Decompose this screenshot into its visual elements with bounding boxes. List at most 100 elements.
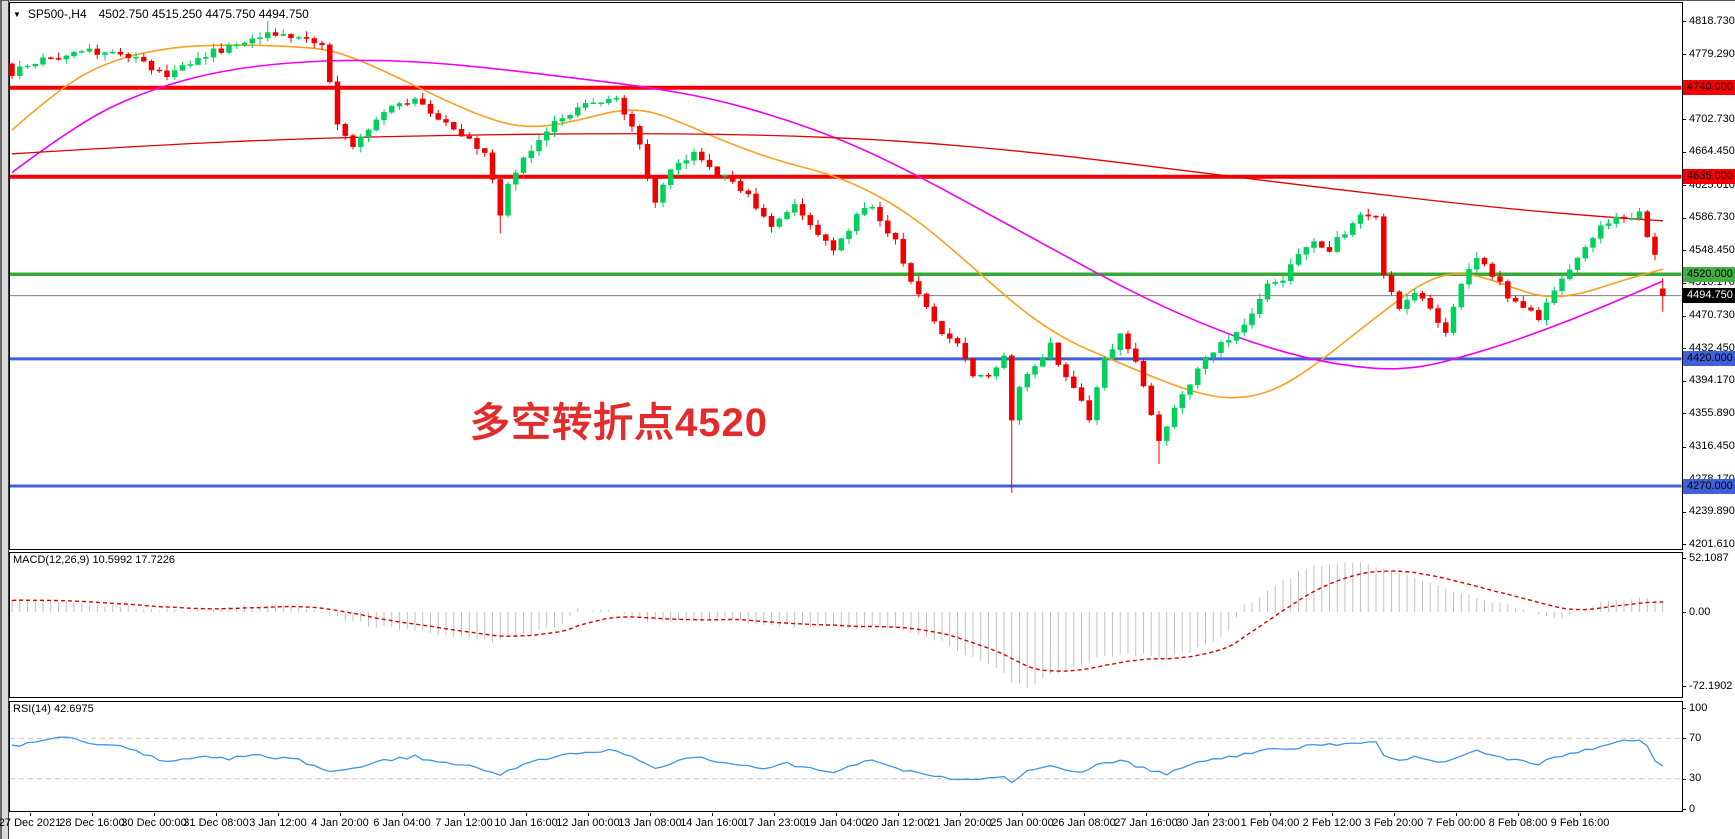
- main-chart-svg[interactable]: [9, 2, 1683, 550]
- time-tick-mark: [154, 813, 155, 816]
- time-tick-label: 4 Jan 20:00: [311, 817, 369, 829]
- time-tick-mark: [402, 813, 403, 816]
- rsi-tick-mark: [1683, 738, 1686, 739]
- price-tick-label: 4239.890: [1689, 505, 1735, 517]
- time-tick-mark: [464, 813, 465, 816]
- time-tick-mark: [774, 813, 775, 816]
- rsi-indicator-label: RSI(14) 42.6975: [13, 703, 94, 715]
- price-tick-label: 4355.890: [1689, 407, 1735, 419]
- price-tick-mark: [1683, 119, 1686, 120]
- macd-tick-label: 52.1087: [1689, 552, 1729, 564]
- macd-panel[interactable]: MACD(12,26,9) 10.5992 17.7226: [9, 552, 1683, 698]
- time-tick-label: 28 Dec 16:00: [59, 817, 125, 829]
- time-tick-label: 7 Jan 12:00: [435, 817, 493, 829]
- time-tick-mark: [92, 813, 93, 816]
- price-tick-label: 4548.450: [1689, 244, 1735, 256]
- time-tick-mark: [1518, 813, 1519, 816]
- time-tick-label: 14 Jan 16:00: [680, 817, 744, 829]
- price-tick-label: 4818.730: [1689, 15, 1735, 27]
- macd-indicator-label: MACD(12,26,9) 10.5992 17.7226: [13, 554, 176, 566]
- price-tick-label: 4394.170: [1689, 374, 1735, 386]
- macd-tick-mark: [1683, 558, 1686, 559]
- price-tick-label: 4779.290: [1689, 48, 1735, 60]
- price-tick-mark: [1683, 185, 1686, 186]
- price-tick-label: 4702.730: [1689, 113, 1735, 125]
- current-price-badge: 4494.750: [1683, 288, 1735, 303]
- time-tick-mark: [1456, 813, 1457, 816]
- time-tick-mark: [960, 813, 961, 816]
- rsi-tick-mark: [1683, 708, 1686, 709]
- time-tick-mark: [650, 813, 651, 816]
- time-tick-label: 3 Jan 12:00: [249, 817, 307, 829]
- price-line-badge: 4420.000: [1683, 351, 1735, 366]
- time-tick-label: 10 Jan 16:00: [494, 817, 558, 829]
- main-chart-panel[interactable]: ▼ SP500-,H4 4502.750 4515.250 4475.750 449…: [9, 2, 1683, 550]
- symbol-info-row: ▼ SP500-,H4 4502.750 4515.250 4475.750 449…: [13, 7, 309, 21]
- price-tick-label: 4316.450: [1689, 440, 1735, 452]
- rsi-tick-label: 0: [1689, 803, 1696, 815]
- time-tick-mark: [712, 813, 713, 816]
- macd-tick-mark: [1683, 612, 1686, 613]
- price-tick-mark: [1683, 21, 1686, 22]
- rsi-tick-label: 30: [1689, 772, 1702, 784]
- rsi-panel[interactable]: RSI(14) 42.6975: [9, 701, 1683, 812]
- time-tick-mark: [1022, 813, 1023, 816]
- time-tick-label: 19 Jan 04:00: [804, 817, 868, 829]
- price-tick-mark: [1683, 218, 1686, 219]
- price-tick-mark: [1683, 348, 1686, 349]
- time-tick-label: 8 Feb 08:00: [1488, 817, 1548, 829]
- time-tick-mark: [216, 813, 217, 816]
- time-tick-label: 12 Jan 00:00: [556, 817, 620, 829]
- rsi-tick-mark: [1683, 779, 1686, 780]
- time-tick-mark: [526, 813, 527, 816]
- price-tick-mark: [1683, 54, 1686, 55]
- time-tick-label: 27 Jan 16:00: [1114, 817, 1178, 829]
- price-tick-mark: [1683, 512, 1686, 513]
- price-tick-mark: [1683, 544, 1686, 545]
- price-line-badge: 4520.000: [1683, 267, 1735, 282]
- time-tick-label: 30 Dec 00:00: [121, 817, 187, 829]
- symbol-dropdown-icon[interactable]: ▼: [13, 10, 21, 19]
- ohlc-values-label: 4502.750 4515.250 4475.750 4494.750: [98, 7, 309, 21]
- rsi-tick-mark: [1683, 809, 1686, 810]
- time-tick-mark: [1580, 813, 1581, 816]
- time-tick-mark: [1146, 813, 1147, 816]
- time-tick-label: 21 Jan 20:00: [928, 817, 992, 829]
- time-tick-label: 31 Dec 08:00: [183, 817, 249, 829]
- time-tick-label: 26 Jan 08:00: [1052, 817, 1116, 829]
- time-tick-label: 7 Feb 00:00: [1426, 817, 1486, 829]
- window-left-frame: [0, 1, 9, 839]
- time-tick-label: 2 Feb 12:00: [1302, 817, 1362, 829]
- price-tick-mark: [1683, 152, 1686, 153]
- time-tick-label: 1 Feb 04:00: [1240, 817, 1300, 829]
- time-tick-mark: [1270, 813, 1271, 816]
- time-axis[interactable]: 27 Dec 2021 28 Dec 16:00 30 Dec 00:00 31 De…: [0, 813, 1683, 839]
- time-tick-label: 13 Jan 08:00: [618, 817, 682, 829]
- time-tick-mark: [588, 813, 589, 816]
- price-line-badge: 4270.000: [1683, 479, 1735, 494]
- time-tick-label: 27 Dec 2021: [0, 817, 62, 829]
- macd-tick-label: 0.00: [1689, 606, 1711, 618]
- time-tick-mark: [30, 813, 31, 816]
- rsi-chart-svg[interactable]: [9, 701, 1683, 812]
- time-tick-label: 3 Feb 20:00: [1364, 817, 1424, 829]
- symbol-timeframe-label: SP500-,H4: [27, 7, 87, 21]
- price-tick-mark: [1683, 381, 1686, 382]
- time-tick-label: 9 Feb 16:00: [1550, 817, 1610, 829]
- price-axis[interactable]: 4818.730 4779.290 4702.730 4664.450 4625.010…: [1683, 1, 1735, 839]
- macd-chart-svg[interactable]: [9, 552, 1683, 698]
- price-tick-label: 4201.610: [1689, 538, 1735, 550]
- time-tick-label: 25 Jan 00:00: [990, 817, 1054, 829]
- time-tick-label: 6 Jan 04:00: [373, 817, 431, 829]
- time-tick-mark: [1208, 813, 1209, 816]
- rsi-tick-label: 100: [1689, 702, 1708, 714]
- chart-annotation-text[interactable]: 多空转折点4520: [470, 401, 768, 445]
- time-tick-mark: [898, 813, 899, 816]
- rsi-tick-label: 70: [1689, 732, 1702, 744]
- price-tick-label: 4470.730: [1689, 309, 1735, 321]
- time-tick-mark: [340, 813, 341, 816]
- time-tick-mark: [836, 813, 837, 816]
- macd-tick-mark: [1683, 686, 1686, 687]
- price-tick-mark: [1683, 316, 1686, 317]
